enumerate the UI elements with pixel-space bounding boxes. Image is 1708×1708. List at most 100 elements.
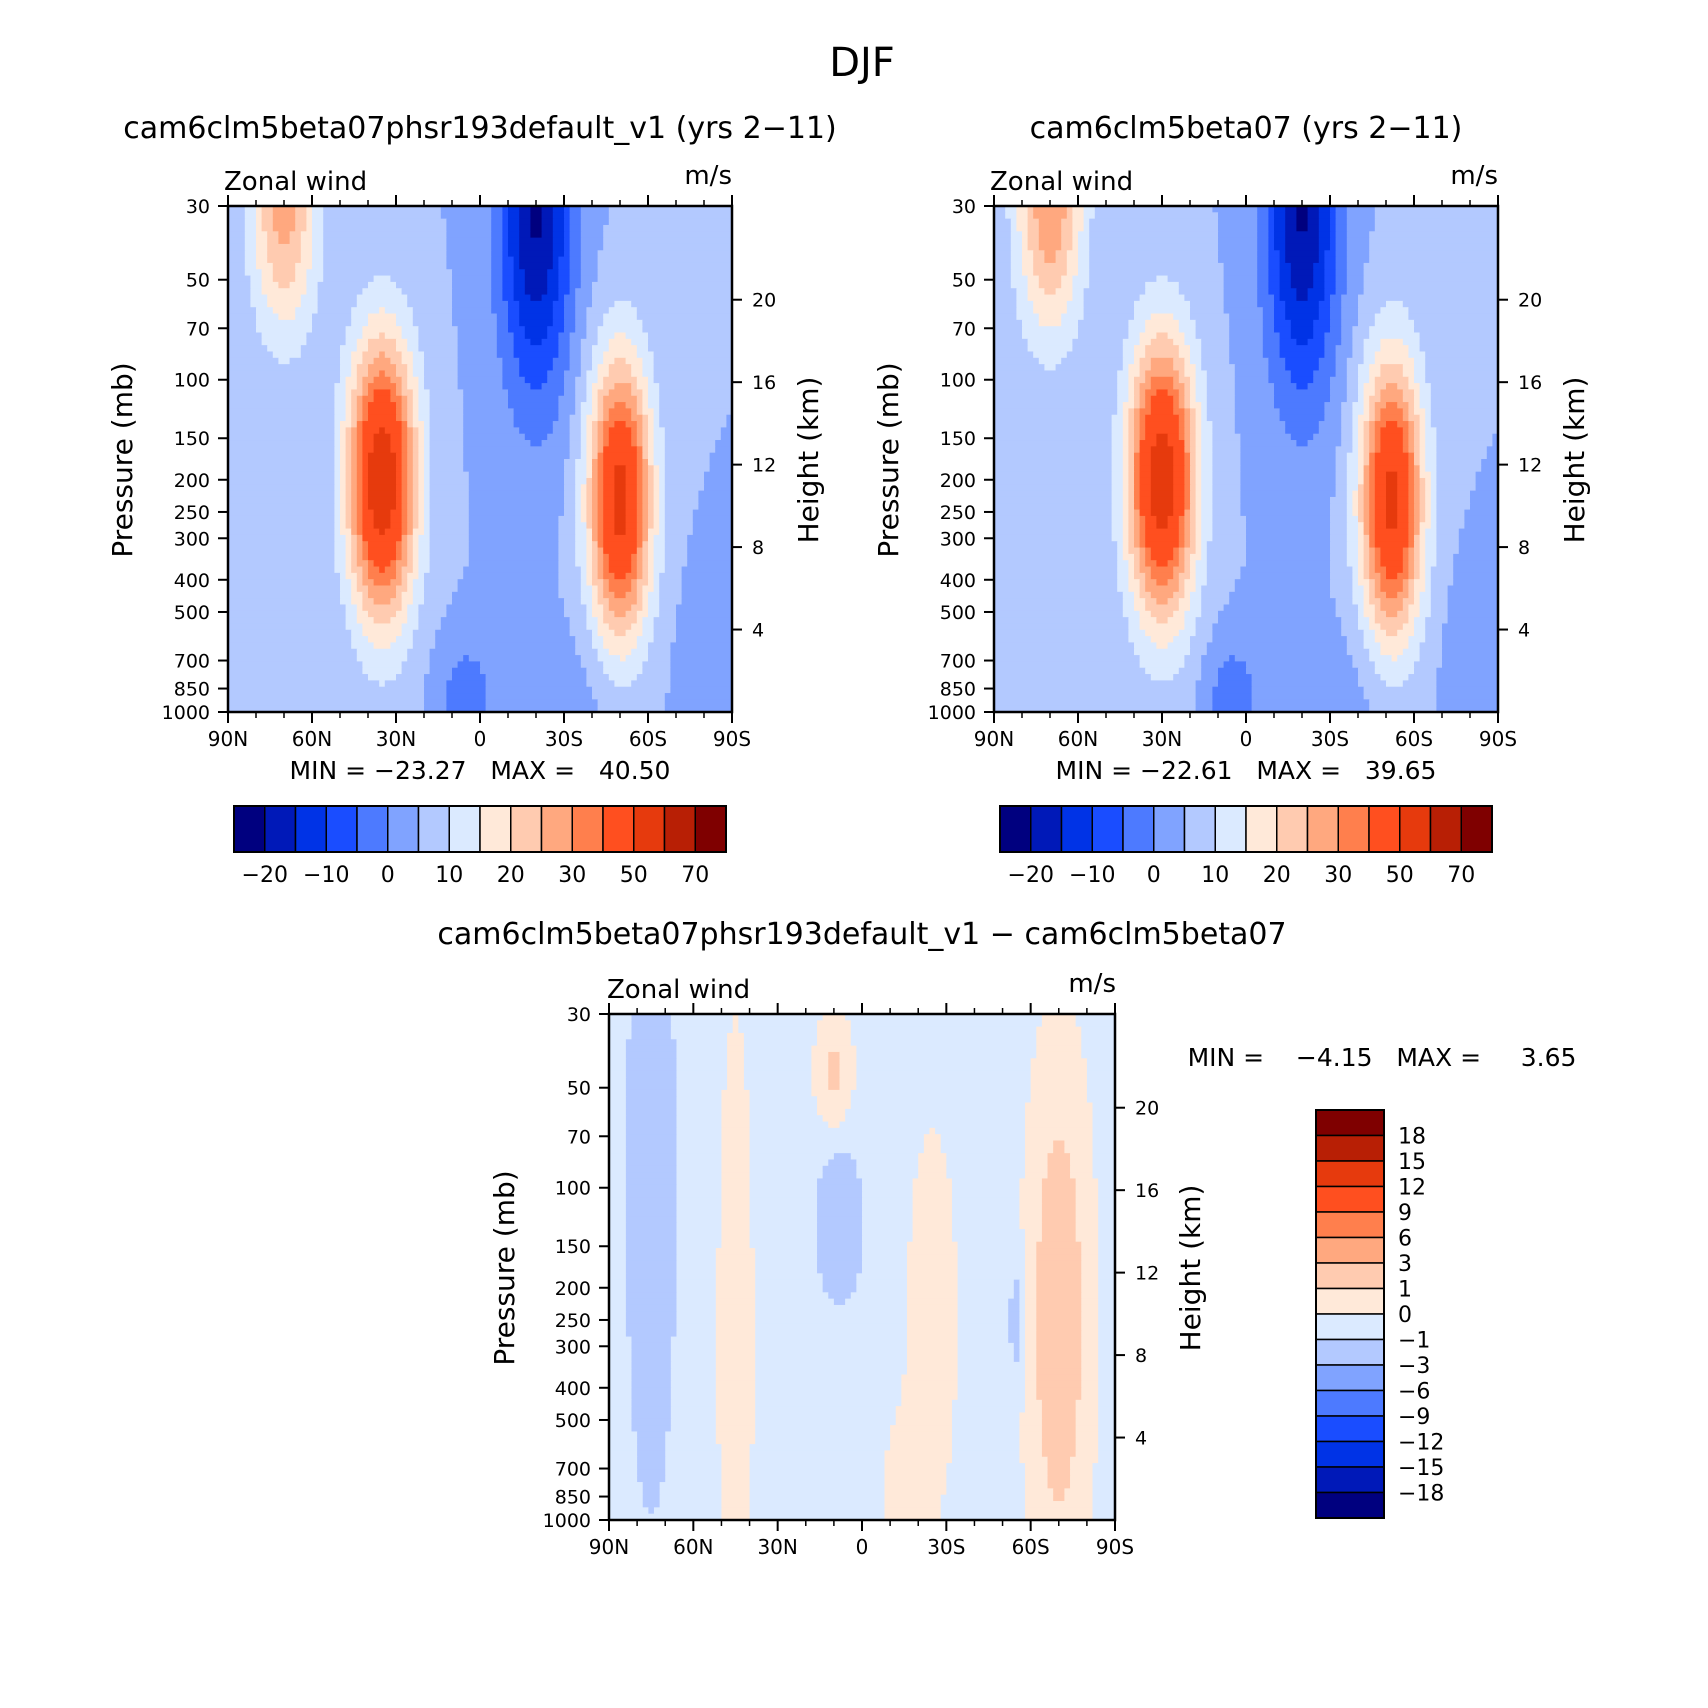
- colorbar-label: 20: [497, 863, 525, 888]
- heatmap-cell: [1436, 440, 1493, 447]
- heatmap-cell: [1190, 345, 1202, 353]
- heatmap-cell: [597, 427, 604, 435]
- heatmap-cell: [424, 459, 431, 466]
- heatmap-cell: [356, 421, 363, 428]
- heatmap-cell: [664, 534, 688, 542]
- heatmap-cell: [642, 509, 649, 517]
- heatmap-cell: [811, 1045, 857, 1053]
- heatmap-cell: [721, 1222, 751, 1230]
- heatmap-cell: [1408, 522, 1415, 530]
- heatmap-cell: [1075, 1444, 1099, 1452]
- heatmap-cell: [1397, 522, 1409, 530]
- heatmap-cell: [1098, 1425, 1115, 1433]
- heatmap-cell: [1430, 471, 1437, 479]
- heatmap-cell: [356, 503, 363, 511]
- heatmap-cell: [1184, 661, 1202, 669]
- heatmap-cell: [1346, 471, 1359, 479]
- heatmap-cell: [564, 224, 571, 232]
- heatmap-cell: [356, 376, 363, 384]
- heatmap-cell: [625, 1070, 678, 1078]
- heatmap-cell: [586, 326, 599, 334]
- heatmap-cell: [564, 484, 576, 492]
- heatmap-cell: [1019, 1298, 1026, 1306]
- heatmap-cell: [1190, 604, 1202, 612]
- heatmap-cell: [519, 262, 554, 270]
- heatmap-cell: [1386, 680, 1404, 688]
- heatmap-cell: [228, 680, 380, 688]
- heatmap-cell: [749, 1513, 886, 1520]
- heatmap-cell: [1053, 1146, 1065, 1154]
- heatmap-cell: [1173, 459, 1185, 466]
- heatmap-cell: [1098, 1330, 1115, 1338]
- heatmap-cell: [1036, 1368, 1082, 1376]
- heatmap-cell: [1380, 642, 1409, 650]
- heatmap-cell: [452, 307, 492, 315]
- heatmap-cell: [957, 1285, 1015, 1293]
- heatmap-cell: [1061, 319, 1079, 327]
- heatmap-cell: [1053, 1494, 1065, 1502]
- heatmap-cell: [412, 503, 419, 511]
- heatmap-cell: [625, 1323, 678, 1331]
- heatmap-cell: [648, 383, 660, 391]
- heatmap-cell: [1139, 534, 1146, 542]
- heatmap-cell: [1178, 585, 1185, 593]
- heatmap-cell: [1036, 1393, 1082, 1401]
- heatmap-cell: [1414, 389, 1421, 397]
- heatmap-cell: [362, 623, 403, 631]
- heatmap-cell: [1352, 408, 1365, 416]
- heatmap-cell: [609, 1279, 627, 1287]
- heatmap-cell: [1335, 471, 1348, 479]
- heatmap-cell: [1145, 288, 1180, 296]
- heatmap-cell: [597, 598, 610, 606]
- heatmap-cell: [1363, 465, 1370, 473]
- heatmap-cell: [1122, 490, 1129, 498]
- heatmap-cell: [575, 636, 593, 644]
- heatmap-cell: [692, 528, 732, 536]
- heatmap-cell: [312, 256, 324, 264]
- heatmap-cell: [1318, 313, 1331, 321]
- heatmap-cell: [424, 680, 447, 688]
- heatmap-cell: [642, 459, 649, 466]
- heatmap-cell: [659, 522, 666, 530]
- colorbar-frame: [1315, 1109, 1385, 1519]
- heatmap-cell: [1098, 1342, 1115, 1350]
- heatmap-cell: [755, 1285, 824, 1293]
- heatmap-cell: [670, 1342, 717, 1350]
- heatmap-cell: [625, 1102, 678, 1110]
- heatmap-cell: [340, 515, 347, 523]
- heatmap-cell: [373, 579, 391, 587]
- heatmap-cell: [1206, 383, 1236, 391]
- heatmap-cell: [839, 1051, 857, 1059]
- heatmap-cell: [418, 534, 431, 542]
- heatmap-cell: [1027, 294, 1073, 302]
- heatmap-cell: [676, 1279, 717, 1287]
- heatmap-cell: [609, 1336, 633, 1344]
- heatmap-cell: [1246, 661, 1353, 669]
- heatmap-cell: [1041, 1020, 1077, 1028]
- heatmap-cell: [895, 1406, 953, 1414]
- heatmap-cell: [1190, 503, 1197, 511]
- heatmap-cell: [653, 503, 660, 511]
- heatmap-cell: [1111, 465, 1124, 473]
- heatmap-cell: [755, 1248, 818, 1255]
- heatmap-cell: [334, 459, 341, 466]
- heatmap-cell: [278, 313, 296, 321]
- heatmap-cell: [552, 218, 565, 226]
- heatmap-cell: [1363, 459, 1370, 466]
- heatmap-cell: [994, 705, 1197, 712]
- heatmap-cell: [1324, 294, 1331, 302]
- heatmap-cell: [1285, 364, 1320, 372]
- heatmap-cell: [457, 383, 503, 391]
- heatmap-cell: [1402, 446, 1409, 454]
- heatmap-cell: [351, 547, 358, 555]
- heatmap-cell: [1374, 629, 1387, 637]
- heatmap-cell: [1201, 490, 1213, 498]
- heatmap-cell: [1436, 459, 1482, 466]
- heatmap-cell: [228, 541, 335, 549]
- heatmap-cell: [1341, 623, 1359, 631]
- heatmap-cell: [401, 440, 408, 447]
- heatmap-cell: [1352, 433, 1359, 441]
- heatmap-cell: [664, 496, 699, 504]
- heatmap-cell: [513, 421, 554, 428]
- heatmap-cell: [373, 389, 391, 397]
